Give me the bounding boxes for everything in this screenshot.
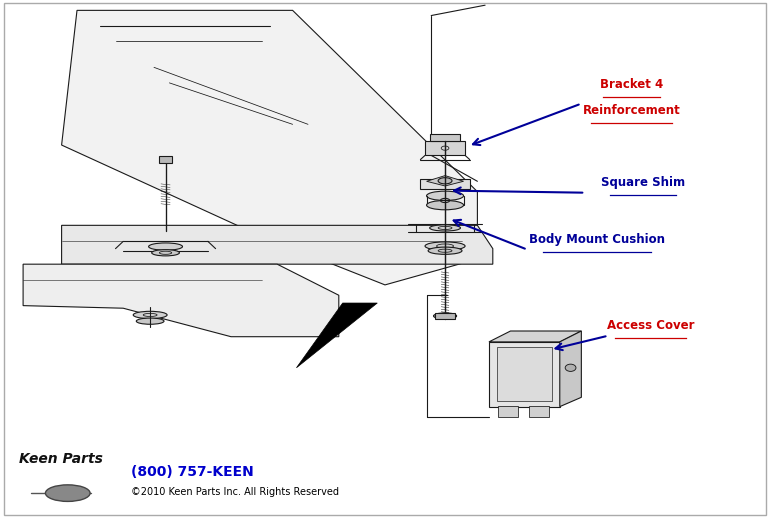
Polygon shape [489, 331, 581, 342]
Ellipse shape [45, 485, 90, 501]
Bar [435, 313, 455, 319]
Ellipse shape [136, 318, 164, 324]
Text: Body Mount Cushion: Body Mount Cushion [529, 233, 665, 246]
Polygon shape [296, 303, 377, 368]
Polygon shape [23, 264, 339, 337]
Polygon shape [427, 176, 464, 186]
Bar [420, 179, 470, 189]
Ellipse shape [152, 250, 179, 256]
Ellipse shape [430, 225, 460, 231]
Text: Keen Parts: Keen Parts [19, 452, 103, 466]
Ellipse shape [565, 364, 576, 371]
Polygon shape [62, 10, 477, 285]
Polygon shape [560, 331, 581, 407]
Bar [529, 406, 549, 417]
Ellipse shape [438, 178, 452, 184]
Bar [498, 406, 518, 417]
Text: (800) 757-KEEN: (800) 757-KEEN [131, 465, 253, 479]
Ellipse shape [149, 243, 182, 250]
Bar [159, 156, 172, 163]
Ellipse shape [425, 242, 465, 250]
Text: Bracket 4: Bracket 4 [600, 78, 663, 91]
Bar [489, 342, 560, 407]
Text: ©2010 Keen Parts Inc. All Rights Reserved: ©2010 Keen Parts Inc. All Rights Reserve… [131, 487, 339, 497]
Text: Reinforcement: Reinforcement [583, 104, 680, 117]
Ellipse shape [133, 311, 167, 319]
Ellipse shape [427, 200, 464, 210]
Bar [425, 141, 465, 155]
Ellipse shape [427, 191, 464, 200]
Ellipse shape [434, 313, 457, 319]
Polygon shape [62, 225, 493, 264]
Ellipse shape [428, 247, 462, 254]
Text: Access Cover: Access Cover [607, 319, 695, 332]
Text: Square Shim: Square Shim [601, 176, 685, 189]
Bar [430, 134, 460, 141]
Bar [497, 347, 552, 401]
